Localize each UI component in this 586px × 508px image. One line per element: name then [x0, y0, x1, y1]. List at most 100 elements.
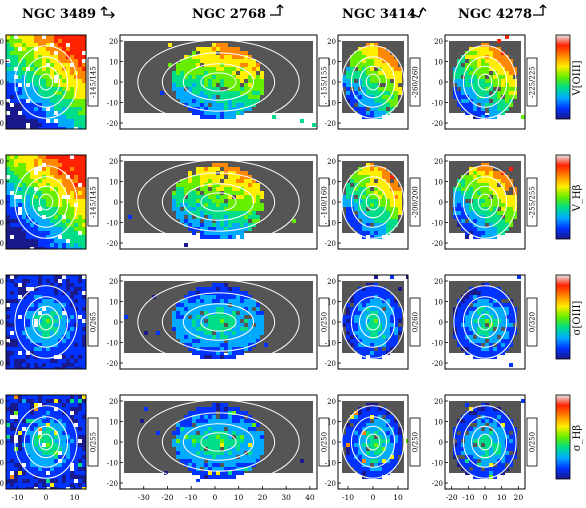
velocity-range-label: -145/145	[87, 57, 99, 107]
y-tick-label: 0	[0, 439, 4, 447]
y-tick-label: 20	[327, 158, 336, 166]
orientation-arrow-icon-ngc2768	[270, 4, 284, 16]
y-tick-label: 0	[0, 319, 4, 327]
y-tick-label: -10	[432, 220, 443, 228]
y-tick-label: -20	[0, 360, 4, 368]
orientation-arrow-icon-ngc4278	[533, 4, 547, 16]
colorbar: V_Hβ	[555, 154, 583, 240]
y-tick-labels: 20 10 0 -10 -20	[107, 158, 123, 248]
x-tick-label: -10	[185, 493, 197, 502]
y-tick-label: 0	[0, 199, 4, 207]
y-tick-label: 20	[109, 278, 118, 286]
map-panel: 20 10 0 -10 -20 0/250 -20 -10 0 10 20	[432, 394, 538, 502]
y-tick-label: -20	[325, 480, 336, 488]
y-tick-label: -10	[325, 100, 336, 108]
y-tick-label: 0	[114, 439, 118, 447]
x-tick-label: 40	[305, 493, 315, 502]
y-tick-label: 20	[327, 278, 336, 286]
y-tick-label: 10	[434, 299, 443, 307]
velocity-range-label: -155/155	[318, 57, 330, 107]
range-text: -225/225	[529, 66, 537, 97]
col-title-ngc4278: NGC 4278	[458, 7, 532, 22]
range-text: -155/155	[321, 66, 329, 97]
range-text: 0/255	[90, 432, 98, 452]
y-tick-label: -20	[432, 240, 443, 248]
x-tick-label: 20	[514, 493, 524, 502]
y-tick-label: -10	[325, 220, 336, 228]
y-tick-label: -20	[325, 240, 336, 248]
range-text: -200/200	[412, 186, 420, 217]
range-text: -145/145	[90, 66, 98, 97]
range-text: -260/260	[412, 66, 420, 97]
y-tick-label: -10	[107, 100, 118, 108]
y-tick-label: 10	[434, 419, 443, 427]
velocity-range-label: 0/255	[87, 417, 99, 467]
y-tick-label: 20	[0, 158, 4, 166]
colorbar-label: V[OIII]	[572, 60, 583, 96]
map-panel: 20 10 0 -10 -20 -260/260	[325, 34, 421, 130]
map-panel: 20 10 0 -10 -20 -160/160	[107, 154, 330, 250]
x-tick-label: 0	[44, 493, 49, 502]
isophote-contours	[14, 45, 78, 119]
x-tick-labels: -10 0 10	[342, 486, 403, 502]
isophote-contours	[137, 159, 300, 245]
range-text: 0/320	[529, 312, 537, 332]
col-title-ngc3489: NGC 3489	[22, 7, 96, 22]
range-text: -145/145	[90, 186, 98, 217]
range-text: 0/250	[321, 432, 329, 452]
y-tick-label: -20	[325, 360, 336, 368]
velocity-range-label: -255/255	[526, 177, 538, 227]
y-tick-label: 20	[109, 398, 118, 406]
y-tick-label: 10	[0, 299, 4, 307]
map-panel: 20 10 0 -10 -20 -145/145	[0, 34, 99, 130]
isophote-contours	[341, 405, 405, 479]
y-tick-label: -20	[432, 360, 443, 368]
y-tick-label: 20	[0, 38, 4, 46]
y-tick-label: -20	[107, 480, 118, 488]
map-panel: 20 10 0 -10 -20 0/255 -10 0 10	[0, 394, 99, 502]
y-tick-label: -10	[107, 460, 118, 468]
y-tick-label: -20	[0, 120, 4, 128]
colorbar: σ_Hβ	[555, 394, 583, 480]
y-tick-label: 10	[434, 179, 443, 187]
map-panel: 20 10 0 -10 -20 0/250 -30 -20 -10 0 10 20 30 40	[107, 394, 330, 502]
y-tick-label: -20	[107, 360, 118, 368]
velocity-pixels	[6, 35, 86, 129]
y-tick-label: -20	[107, 120, 118, 128]
range-text: -255/255	[529, 186, 537, 217]
isophote-contours	[14, 405, 78, 479]
map-panel: 20 10 0 -10 -20 0/250	[107, 274, 330, 370]
velocity-range-label: -260/260	[409, 57, 421, 107]
y-tick-labels: 20 10 0 -10 -20	[107, 398, 123, 488]
velocity-range-label: 0/320	[526, 297, 538, 347]
velocity-pixels	[6, 395, 86, 489]
y-tick-labels: 20 10 0 -10 -20	[107, 278, 123, 368]
velocity-range-label: -225/225	[526, 57, 538, 107]
y-tick-label: -20	[0, 480, 4, 488]
y-tick-label: 20	[434, 158, 443, 166]
map-panel: 20 10 0 -10 -20 -155/155	[107, 34, 330, 130]
y-tick-label: 10	[327, 299, 336, 307]
y-tick-label: 0	[114, 79, 118, 87]
velocity-pixels	[124, 283, 268, 359]
velocity-range-label: -145/145	[87, 177, 99, 227]
colorbar-label: σ_Hβ	[572, 425, 583, 452]
y-tick-label: 10	[434, 59, 443, 67]
map-panel: 20 10 0 -10 -20 0/250 -10 0 10	[325, 394, 421, 502]
y-tick-label: 10	[0, 59, 4, 67]
colorbar-column: V[OIII] V_Hβ σ[OIII] σ_Hβ	[555, 34, 583, 480]
x-tick-labels: -10 0 10	[11, 486, 80, 502]
isophote-contours	[453, 285, 517, 359]
isophote-contours	[137, 399, 300, 485]
y-tick-label: 0	[114, 199, 118, 207]
y-tick-labels: 20 10 0 -10 -20	[432, 398, 448, 488]
velocity-pixels	[6, 275, 86, 369]
y-tick-label: 0	[332, 319, 336, 327]
isophote-contours	[341, 285, 405, 359]
y-tick-labels: 20 10 0 -10 -20	[0, 38, 9, 128]
colorbar-label: V_Hβ	[572, 184, 583, 212]
y-tick-label: -10	[0, 100, 4, 108]
y-tick-labels: 20 10 0 -10 -20	[0, 398, 9, 488]
x-tick-label: -10	[342, 493, 354, 502]
x-tick-label: 10	[393, 493, 403, 502]
